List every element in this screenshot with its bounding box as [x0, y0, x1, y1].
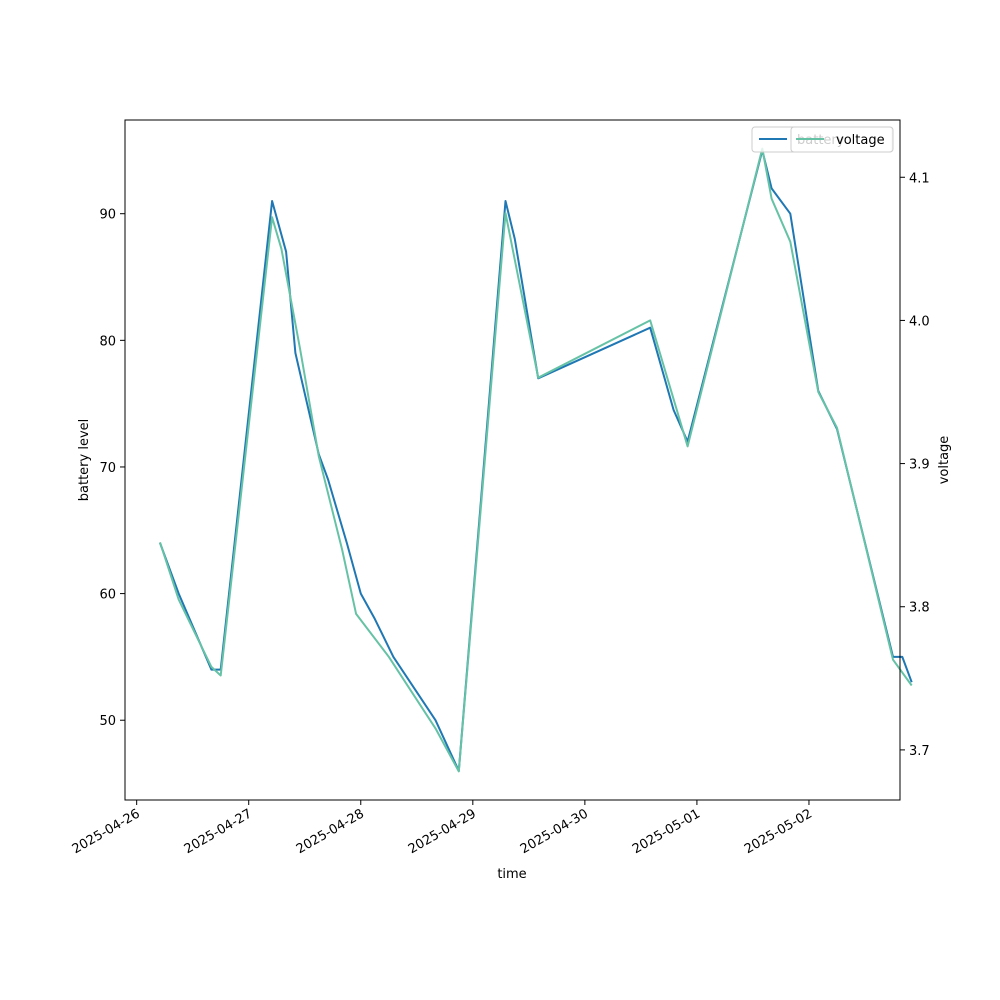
y-tick-label: 70: [99, 461, 116, 476]
y-tick-label: 90: [99, 208, 116, 223]
legend-voltage-box: [790, 126, 894, 153]
y-tick-label: 50: [99, 714, 116, 729]
plot-lines: [159, 147, 913, 773]
y-axis-right: 3.7 3.8 3.9 4.0 4.1: [900, 171, 930, 759]
y-tick-label: 60: [99, 588, 116, 603]
x-axis-label: time: [497, 867, 526, 882]
y-tick-label: 80: [99, 334, 116, 349]
legend-voltage: voltage: [790, 126, 894, 153]
y2-tick-label: 3.7: [909, 744, 930, 759]
y2-tick-label: 4.0: [909, 314, 930, 329]
y-axis-label: battery level: [77, 419, 92, 502]
y2-tick-label: 3.9: [909, 458, 930, 473]
y2-axis-label: voltage: [937, 436, 952, 485]
plot-frame: [124, 119, 901, 801]
y2-tick-label: 3.8: [909, 601, 930, 616]
y-axis-left: 50 60 70 80 90: [99, 208, 125, 729]
series-line-voltage: [159, 147, 913, 773]
legend-voltage-label: voltage: [836, 133, 885, 148]
y2-tick-label: 4.1: [909, 171, 930, 186]
